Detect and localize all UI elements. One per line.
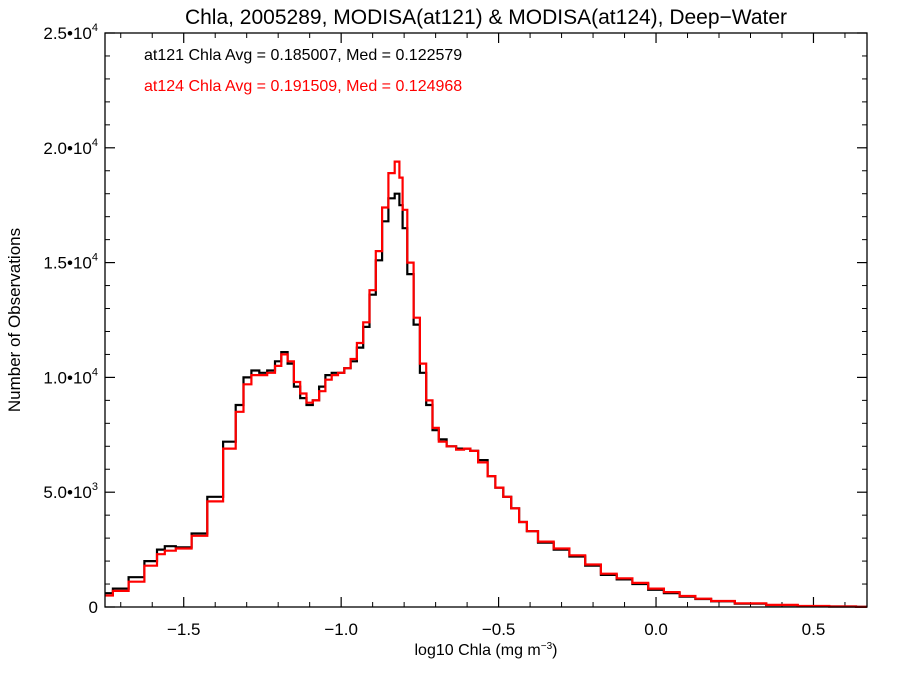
x-tick-label: −1.5 [167,620,201,639]
x-axis-label-sup: −3 [541,641,553,652]
y-tick-label-base: 5.0•10 [43,483,92,502]
y-tick-label: 5.0•103 [43,481,98,502]
series-line-at124 [105,160,867,608]
y-tick-label-exponent: 4 [92,137,98,149]
x-axis-label-main: log10 Chla (mg m [414,642,540,659]
y-tick-label: 1.0•104 [43,366,98,387]
y-tick-label-exponent: 4 [92,22,98,34]
plot-frame [104,32,868,608]
y-tick-label-base: 1.0•10 [43,368,92,387]
histogram-series [105,160,867,608]
y-tick-label-exponent: 4 [92,252,98,264]
y-tick-label-base: 2.0•10 [43,139,92,158]
y-tick-label: 2.0•104 [43,137,98,158]
y-tick-label: 0 [89,598,98,617]
x-tick-label: −1.0 [324,620,358,639]
y-tick-label-exponent: 3 [92,481,98,493]
y-tick-label-exponent: 4 [92,366,98,378]
y-axis-label: Number of Observations [5,228,24,412]
y-tick-label-base: 2.5•10 [43,24,92,43]
y-tick-label-base: 1.5•10 [43,254,92,273]
y-tick-label: 1.5•104 [43,252,98,273]
x-tick-label: 0.0 [644,620,668,639]
x-axis-label: log10 Chla (mg m−3) [414,641,557,659]
annotation-at121: at121 Chla Avg = 0.185007, Med = 0.12257… [144,47,462,64]
y-tick-label: 2.5•104 [43,22,98,43]
y-tick-label-base: 0 [89,598,98,617]
chart-title: Chla, 2005289, MODISA(at121) & MODISA(at… [185,6,787,29]
annotation-at124: at124 Chla Avg = 0.191509, Med = 0.12496… [144,78,462,95]
x-tick-label: 0.5 [802,620,826,639]
axis-ticks: −1.5 −1.0 −0.5 0.0 0.505.0•1031.0•1041.5•104… [43,22,867,639]
x-axis-label-close: ) [552,642,557,659]
x-tick-label: −0.5 [482,620,516,639]
